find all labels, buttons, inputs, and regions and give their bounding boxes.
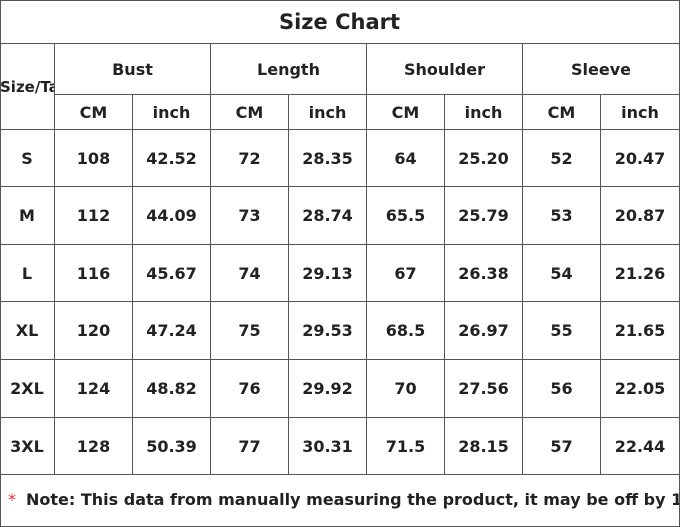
measurement: 29.13 (289, 245, 367, 302)
size-label: M (0, 187, 55, 245)
size-label: L (0, 245, 55, 302)
group-header: Length (211, 44, 367, 95)
measurement: 21.26 (601, 245, 680, 302)
measurement: 48.82 (133, 360, 211, 418)
measurement: 76 (211, 360, 289, 418)
measurement: 77 (211, 418, 289, 475)
size-label: 2XL (0, 360, 55, 418)
measurement: 29.53 (289, 302, 367, 360)
measurement: 112 (55, 187, 133, 245)
group-header: Sleeve (523, 44, 680, 95)
measurement: 28.15 (445, 418, 523, 475)
measurement: 116 (55, 245, 133, 302)
measurement: 64 (367, 130, 445, 187)
title: Size Chart (0, 0, 680, 44)
measurement: 22.44 (601, 418, 680, 475)
measurement: 124 (55, 360, 133, 418)
size-label: XL (0, 302, 55, 360)
measurement: 28.74 (289, 187, 367, 245)
measurement: 70 (367, 360, 445, 418)
unit-header: inch (445, 95, 523, 130)
measurement: 29.92 (289, 360, 367, 418)
measurement: 72 (211, 130, 289, 187)
note-text: Note: This data from manually measuring … (26, 490, 680, 509)
measurement: 47.24 (133, 302, 211, 360)
measurement: 22.05 (601, 360, 680, 418)
measurement: 26.38 (445, 245, 523, 302)
measurement: 26.97 (445, 302, 523, 360)
measurement: 67 (367, 245, 445, 302)
measurement: 45.67 (133, 245, 211, 302)
measurement: 53 (523, 187, 601, 245)
measurement: 128 (55, 418, 133, 475)
measurement: 52 (523, 130, 601, 187)
measurement: 20.47 (601, 130, 680, 187)
size-label: S (0, 130, 55, 187)
measurement: 30.31 (289, 418, 367, 475)
measurement: 21.65 (601, 302, 680, 360)
unit-header: inch (601, 95, 680, 130)
measurement: 71.5 (367, 418, 445, 475)
measurement: 27.56 (445, 360, 523, 418)
measurement: 65.5 (367, 187, 445, 245)
measurement: 56 (523, 360, 601, 418)
measurement: 42.52 (133, 130, 211, 187)
measurement: 74 (211, 245, 289, 302)
group-header: Bust (55, 44, 211, 95)
measurement: 44.09 (133, 187, 211, 245)
unit-header: CM (55, 95, 133, 130)
measurement: 50.39 (133, 418, 211, 475)
size-label: 3XL (0, 418, 55, 475)
unit-header: inch (133, 95, 211, 130)
measurement: 25.79 (445, 187, 523, 245)
note-marker: * (8, 490, 16, 509)
measurement: 28.35 (289, 130, 367, 187)
measurement: 20.87 (601, 187, 680, 245)
group-header: Shoulder (367, 44, 523, 95)
note: * Note: This data from manually measuring… (8, 490, 680, 509)
measurement: 75 (211, 302, 289, 360)
unit-header: CM (523, 95, 601, 130)
unit-header: CM (367, 95, 445, 130)
measurement: 54 (523, 245, 601, 302)
measurement: 108 (55, 130, 133, 187)
measurement: 120 (55, 302, 133, 360)
unit-header: inch (289, 95, 367, 130)
measurement: 68.5 (367, 302, 445, 360)
measurement: 73 (211, 187, 289, 245)
unit-header: CM (211, 95, 289, 130)
measurement: 57 (523, 418, 601, 475)
corner-header: Size/Ta (0, 44, 55, 130)
measurement: 25.20 (445, 130, 523, 187)
measurement: 55 (523, 302, 601, 360)
